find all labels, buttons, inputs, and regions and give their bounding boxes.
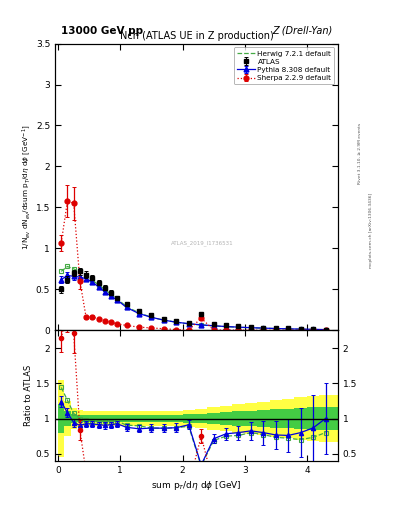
Herwig 7.2.1 default — [77, 268, 82, 274]
Herwig 7.2.1 default — [162, 317, 166, 323]
Herwig 7.2.1 default — [124, 304, 129, 310]
Herwig 7.2.1 default — [174, 319, 179, 325]
Text: 13000 GeV pp: 13000 GeV pp — [61, 26, 143, 36]
Herwig 7.2.1 default — [236, 324, 241, 330]
Herwig 7.2.1 default — [115, 296, 119, 302]
Herwig 7.2.1 default — [149, 314, 154, 321]
Herwig 7.2.1 default — [211, 323, 216, 329]
Herwig 7.2.1 default — [108, 291, 113, 297]
Text: Z (Drell-Yan): Z (Drell-Yan) — [272, 26, 332, 36]
Text: ATLAS_2019_I1736531: ATLAS_2019_I1736531 — [171, 240, 233, 246]
Herwig 7.2.1 default — [248, 325, 253, 331]
Herwig 7.2.1 default — [84, 272, 88, 279]
Y-axis label: Ratio to ATLAS: Ratio to ATLAS — [24, 365, 33, 426]
Line: Herwig 7.2.1 default: Herwig 7.2.1 default — [61, 266, 325, 330]
Herwig 7.2.1 default — [298, 326, 303, 332]
Herwig 7.2.1 default — [59, 268, 64, 274]
Herwig 7.2.1 default — [286, 326, 290, 332]
Herwig 7.2.1 default — [90, 276, 95, 283]
Herwig 7.2.1 default — [274, 326, 278, 332]
Y-axis label: 1/N$_{ev}$ dN$_{ev}$/dsum p$_T$/d$\eta$ d$\phi$ [GeV$^{-1}$]: 1/N$_{ev}$ dN$_{ev}$/dsum p$_T$/d$\eta$ … — [20, 124, 33, 250]
Herwig 7.2.1 default — [96, 282, 101, 288]
Herwig 7.2.1 default — [65, 263, 70, 269]
Legend: Herwig 7.2.1 default, ATLAS, Pythia 8.308 default, Sherpa 2.2.9 default: Herwig 7.2.1 default, ATLAS, Pythia 8.30… — [234, 47, 334, 84]
Herwig 7.2.1 default — [186, 321, 191, 327]
Herwig 7.2.1 default — [261, 325, 266, 331]
Herwig 7.2.1 default — [323, 327, 328, 333]
Herwig 7.2.1 default — [311, 327, 316, 333]
Text: mcplots.cern.ch [arXiv:1306.3436]: mcplots.cern.ch [arXiv:1306.3436] — [369, 193, 373, 268]
Herwig 7.2.1 default — [224, 324, 228, 330]
Title: Nch (ATLAS UE in Z production): Nch (ATLAS UE in Z production) — [119, 31, 274, 41]
Herwig 7.2.1 default — [103, 286, 107, 292]
Herwig 7.2.1 default — [137, 310, 141, 316]
Herwig 7.2.1 default — [199, 322, 204, 328]
Herwig 7.2.1 default — [71, 266, 76, 272]
Text: Rivet 3.1.10, ≥ 2.9M events: Rivet 3.1.10, ≥ 2.9M events — [358, 123, 362, 184]
X-axis label: sum p$_T$/d$\eta$ d$\phi$ [GeV]: sum p$_T$/d$\eta$ d$\phi$ [GeV] — [151, 479, 242, 492]
